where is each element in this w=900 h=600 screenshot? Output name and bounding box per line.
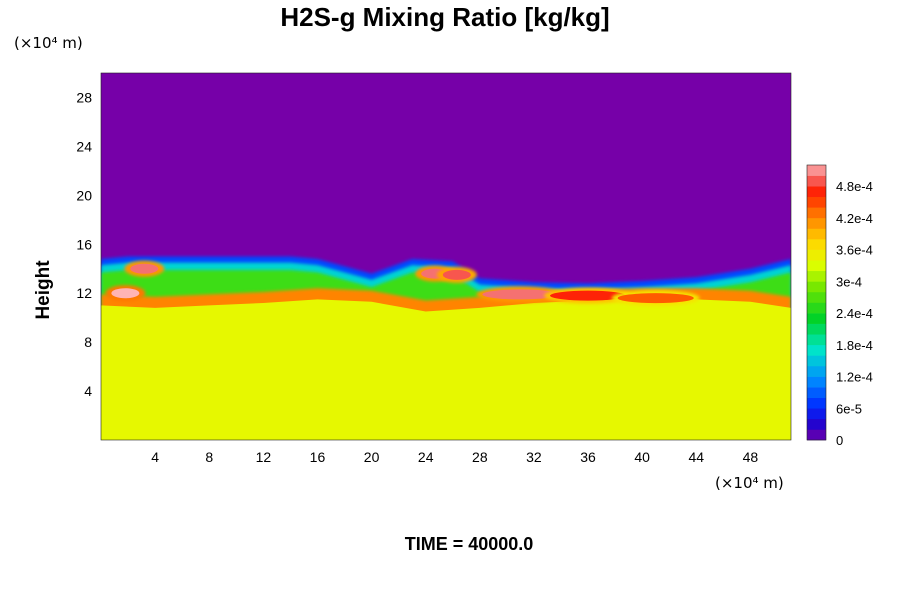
y-axis-unit: (×10⁴ m) bbox=[14, 34, 83, 52]
y-tick-label: 4 bbox=[84, 383, 92, 399]
colorbar-segment bbox=[807, 217, 826, 229]
colorbar-tick-label: 1.2e-4 bbox=[836, 370, 873, 385]
hot-spot bbox=[442, 269, 471, 280]
colorbar-segment bbox=[807, 376, 826, 388]
colorbar-segment bbox=[807, 323, 826, 335]
y-axis-label: Height bbox=[33, 260, 54, 320]
colorbar-segment bbox=[807, 249, 826, 261]
colorbar-segment bbox=[807, 302, 826, 314]
hot-spot bbox=[617, 293, 694, 304]
colorbar-segment bbox=[807, 239, 826, 250]
x-tick-label: 48 bbox=[743, 449, 759, 465]
plot-frame bbox=[100, 72, 792, 441]
colorbar-segment bbox=[807, 175, 826, 187]
y-tick-label: 8 bbox=[84, 334, 92, 350]
colorbar-segment bbox=[807, 196, 826, 208]
time-label: TIME = 40000.0 bbox=[405, 534, 534, 554]
colorbar-tick-label: 6e-5 bbox=[836, 401, 862, 416]
colorbar-tick-label: 3.6e-4 bbox=[836, 243, 873, 258]
colorbar-tick-label: 4.2e-4 bbox=[836, 211, 873, 226]
colorbar-tick-label: 3e-4 bbox=[836, 274, 862, 289]
x-tick-label: 40 bbox=[634, 449, 650, 465]
colorbar-frame bbox=[806, 164, 827, 441]
x-tick-label: 4 bbox=[151, 449, 159, 465]
x-tick-label: 36 bbox=[580, 449, 596, 465]
colorbar-segment bbox=[807, 344, 826, 356]
x-tick-label: 12 bbox=[256, 449, 272, 465]
x-tick-label: 24 bbox=[418, 449, 434, 465]
colorbar-tick-label: 2.4e-4 bbox=[836, 306, 873, 321]
colorbar-tick-label: 4.8e-4 bbox=[836, 179, 873, 194]
hot-spot bbox=[130, 263, 159, 274]
colorbar-segment bbox=[807, 365, 826, 377]
colorbar: 0 6e-5 1.2e-4 1.8e-4 2.4e-4 3e-4 3.6e-4 4.2e-4 4… bbox=[806, 164, 873, 448]
hot-spot bbox=[550, 290, 627, 301]
y-tick-label: 12 bbox=[76, 285, 92, 301]
colorbar-segment bbox=[807, 291, 826, 303]
x-axis-unit: (×10⁴ m) bbox=[715, 474, 784, 492]
hot-spot bbox=[111, 288, 140, 299]
y-tick-label: 16 bbox=[76, 236, 92, 252]
y-tick-labels: 4 8 12 16 20 24 28 bbox=[76, 89, 92, 399]
colorbar-segment bbox=[807, 387, 826, 398]
y-tick-label: 24 bbox=[76, 138, 92, 154]
colorbar-segment bbox=[807, 186, 826, 198]
colorbar-segment bbox=[807, 334, 826, 346]
lower-layer-region bbox=[101, 299, 791, 440]
heatmap-plot-area bbox=[101, 73, 791, 440]
colorbar-segment bbox=[807, 418, 826, 430]
colorbar-segment bbox=[807, 313, 826, 324]
colorbar-segment bbox=[807, 397, 826, 409]
y-tick-label: 28 bbox=[76, 89, 92, 105]
colorbar-segment bbox=[807, 408, 826, 420]
x-tick-label: 44 bbox=[689, 449, 705, 465]
y-tick-label: 20 bbox=[76, 187, 92, 203]
hot-spot bbox=[482, 289, 559, 300]
x-tick-label: 8 bbox=[205, 449, 213, 465]
x-tick-label: 32 bbox=[526, 449, 542, 465]
x-tick-label: 20 bbox=[364, 449, 380, 465]
chart-title: H2S-g Mixing Ratio [kg/kg] bbox=[280, 2, 609, 32]
x-tick-label: 16 bbox=[310, 449, 326, 465]
colorbar-segment bbox=[807, 281, 826, 293]
colorbar-segment bbox=[807, 260, 826, 272]
colorbar-segment bbox=[807, 228, 826, 240]
colorbar-segment bbox=[807, 207, 826, 219]
x-tick-label: 28 bbox=[472, 449, 488, 465]
colorbar-segment bbox=[807, 429, 826, 441]
x-tick-labels: 4 8 12 16 20 24 28 32 36 40 44 48 bbox=[151, 449, 758, 465]
colorbar-segment bbox=[807, 165, 826, 176]
colorbar-segment bbox=[807, 270, 826, 282]
colorbar-tick-label: 1.8e-4 bbox=[836, 338, 873, 353]
colorbar-tick-label: 0 bbox=[836, 433, 843, 448]
colorbar-segment bbox=[807, 355, 826, 367]
